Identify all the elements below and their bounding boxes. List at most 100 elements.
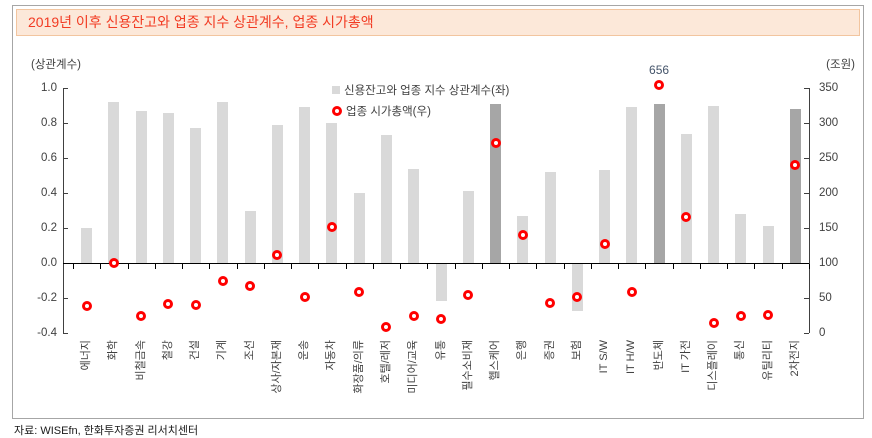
marketcap-dot-철강 xyxy=(163,298,174,309)
left-axis-tick-label: -0.4 xyxy=(37,327,57,339)
bar-2차전지 xyxy=(789,109,801,263)
x-label-IT S/W: IT S/W xyxy=(598,340,611,374)
bar-유틸리티 xyxy=(762,226,774,263)
x-label-헬스케어: 헬스케어 xyxy=(489,340,502,381)
bar-화학 xyxy=(108,102,120,263)
bar-보험 xyxy=(571,264,583,312)
x-axis-tick xyxy=(400,264,402,269)
marketcap-dot-화장품/의류 xyxy=(354,286,365,297)
left-axis-line xyxy=(63,88,64,333)
x-label-통신: 통신 xyxy=(734,340,747,361)
left-axis-tick-label: 0.8 xyxy=(41,117,57,129)
x-label-운송: 운송 xyxy=(298,340,311,361)
right-axis-tick xyxy=(804,123,809,124)
marketcap-dot-화학 xyxy=(108,258,119,268)
x-axis-tick xyxy=(345,264,347,269)
x-axis-zero-line xyxy=(63,263,809,264)
x-label-화학: 화학 xyxy=(107,340,120,361)
right-axis-tick xyxy=(804,193,809,194)
left-axis-tick xyxy=(63,228,68,229)
red-ring-swatch-icon xyxy=(332,105,342,116)
right-axis-tick xyxy=(804,228,809,229)
bar-IT S/W xyxy=(599,170,611,263)
x-label-호텔/레저: 호텔/레저 xyxy=(379,340,392,384)
bar-증권 xyxy=(544,172,556,263)
left-axis-tick xyxy=(63,158,68,159)
bar-비철금속 xyxy=(135,110,147,263)
right-axis-unit-label: (조원) xyxy=(826,59,855,71)
chart-figure-box: 2019년 이후 신용잔고와 업종 지수 상관계수, 업종 시가총액 (상관계수… xyxy=(12,5,864,419)
marketcap-dot-기계 xyxy=(217,275,228,286)
x-axis-tick xyxy=(645,264,647,269)
bar-IT H/W xyxy=(626,107,638,263)
x-label-자동차: 자동차 xyxy=(325,340,338,371)
marketcap-dot-2차전지 xyxy=(790,160,801,170)
right-axis-tick xyxy=(804,88,809,89)
marketcap-dot-운송 xyxy=(299,292,310,303)
marketcap-dot-증권 xyxy=(545,297,556,308)
x-label-비철금속: 비철금속 xyxy=(134,340,147,381)
right-axis-tick-label: 200 xyxy=(819,187,839,199)
x-axis-tick xyxy=(236,264,238,269)
bar-미디어/교육 xyxy=(408,168,420,263)
x-label-유틸리티: 유틸리티 xyxy=(761,340,774,381)
x-axis-tick xyxy=(454,264,456,269)
bar-철강 xyxy=(162,112,174,263)
marketcap-dot-반도체 xyxy=(654,80,665,90)
marketcap-dot-IT S/W xyxy=(599,239,610,250)
left-axis-tick-label: 1.0 xyxy=(41,82,57,94)
x-axis-tick xyxy=(699,264,701,269)
marketcap-dot-호텔/레저 xyxy=(381,321,392,332)
marketcap-dot-건설 xyxy=(190,300,201,310)
x-label-증권: 증권 xyxy=(543,340,556,361)
gray-bar-swatch-icon xyxy=(332,85,340,94)
x-axis-tick xyxy=(263,264,265,269)
marketcap-dot-상사/자본재 xyxy=(272,249,283,260)
marketcap-dot-조선 xyxy=(245,281,256,292)
x-axis-tick xyxy=(563,264,565,269)
x-axis-tick xyxy=(754,264,756,269)
bar-기계 xyxy=(217,102,229,263)
x-label-필수소비재: 필수소비재 xyxy=(461,340,474,391)
x-label-상사/자본재: 상사/자본재 xyxy=(270,340,283,394)
marketcap-dot-자동차 xyxy=(326,221,337,232)
marketcap-dot-IT 가전 xyxy=(681,211,692,222)
right-axis-tick-label: 100 xyxy=(819,257,839,269)
bar-에너지 xyxy=(81,228,93,263)
x-label-철강: 철강 xyxy=(161,340,174,361)
right-axis-tick xyxy=(804,333,809,334)
right-axis-tick-label: 50 xyxy=(819,292,832,304)
right-axis-tick-label: 300 xyxy=(819,117,839,129)
marketcap-dot-IT H/W xyxy=(626,287,637,298)
bar-유통 xyxy=(435,264,447,301)
x-label-은행: 은행 xyxy=(516,340,529,361)
x-axis-tick xyxy=(727,264,729,269)
right-axis-tick-label: 0 xyxy=(819,327,826,339)
x-axis-tick xyxy=(536,264,538,269)
marketcap-dot-비철금속 xyxy=(136,311,147,322)
x-label-조선: 조선 xyxy=(243,340,256,361)
bar-필수소비재 xyxy=(462,191,474,263)
x-label-미디어/교육: 미디어/교육 xyxy=(407,340,420,394)
bar-IT 가전 xyxy=(680,133,692,263)
bar-운송 xyxy=(299,107,311,263)
x-label-디스플레이: 디스플레이 xyxy=(707,340,720,391)
right-axis-tick-label: 250 xyxy=(819,152,839,164)
marketcap-dot-유통 xyxy=(436,314,446,324)
bar-자동차 xyxy=(326,123,338,263)
x-label-에너지: 에너지 xyxy=(80,340,93,371)
data-label-반도체: 656 xyxy=(649,63,670,77)
bar-건설 xyxy=(190,128,202,263)
x-axis-tick xyxy=(291,264,293,269)
marketcap-dot-보험 xyxy=(572,291,583,302)
bar-조선 xyxy=(244,210,256,263)
x-label-반도체: 반도체 xyxy=(652,340,665,371)
left-axis-tick-label: -0.2 xyxy=(37,292,57,304)
x-axis-tick xyxy=(509,264,511,269)
x-axis-tick xyxy=(182,264,184,269)
x-label-유통: 유통 xyxy=(434,340,447,361)
bar-화장품/의류 xyxy=(353,193,365,263)
left-axis-tick-label: 0.4 xyxy=(41,187,57,199)
right-axis-tick-label: 150 xyxy=(819,222,839,234)
marketcap-dot-에너지 xyxy=(81,301,92,312)
